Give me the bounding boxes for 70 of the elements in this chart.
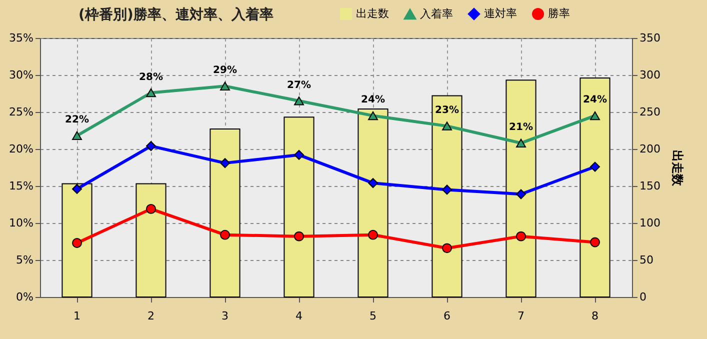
legend-label: 連対率 (484, 7, 517, 20)
y2-tick-label: 0 (640, 290, 646, 304)
data-label: 22% (65, 114, 89, 126)
data-label: 23% (435, 105, 459, 116)
bar (62, 183, 92, 298)
point (146, 88, 156, 98)
data-label: 27% (287, 80, 311, 91)
point (442, 184, 452, 195)
y2-axis-title: 出走数 (670, 150, 684, 187)
point (220, 158, 230, 168)
point (442, 243, 452, 254)
point (146, 204, 156, 214)
bar (136, 183, 166, 298)
point (294, 150, 304, 160)
point (516, 231, 526, 242)
data-label: 24% (583, 94, 607, 106)
chart-title: (枠番別)勝率、連対率、入着率 (78, 6, 274, 23)
data-label: 21% (509, 122, 533, 134)
point (442, 122, 452, 130)
bar (506, 80, 536, 298)
x-tick-label: 2 (148, 310, 154, 322)
y2-tick-label: 200 (640, 142, 660, 156)
y2-tick-label: 50 (640, 254, 654, 266)
x-tick-label: 1 (74, 310, 80, 322)
y2-tick-label: 350 (640, 32, 660, 44)
point (72, 238, 82, 248)
point (590, 237, 600, 248)
y-tick-label: 30% (9, 68, 34, 82)
point (220, 82, 230, 90)
legend-label: 入着率 (420, 7, 453, 20)
bar (358, 108, 388, 298)
y2-tick-label: 150 (640, 180, 660, 192)
x-tick-label: 6 (444, 310, 450, 322)
y-tick-label: 20% (9, 142, 34, 156)
point (72, 131, 82, 140)
point (368, 111, 378, 120)
bar (580, 77, 610, 298)
data-label: 28% (139, 72, 163, 83)
y-tick-label: 5% (16, 254, 34, 266)
y2-tick-label: 100 (640, 216, 660, 230)
y-tick-label: 15% (9, 180, 34, 192)
legend-label: 出走数 (356, 7, 389, 20)
y-tick-label: 10% (9, 216, 34, 230)
y-tick-label: 35% (9, 32, 34, 44)
x-tick-label: 4 (296, 310, 302, 322)
data-label: 29% (213, 65, 237, 76)
point (516, 189, 526, 200)
y-tick-label: 25% (9, 106, 34, 118)
point (72, 184, 82, 194)
point (516, 138, 526, 148)
point (294, 231, 304, 242)
y-tick-label: 0% (16, 290, 34, 304)
bar (210, 128, 240, 298)
point (368, 178, 378, 188)
bar (432, 95, 462, 298)
point (146, 141, 156, 152)
point (590, 162, 600, 172)
point (590, 111, 600, 120)
x-tick-label: 8 (592, 310, 598, 322)
bar (284, 116, 314, 298)
x-tick-label: 3 (222, 310, 228, 322)
y2-tick-label: 250 (640, 106, 660, 118)
data-label: 24% (361, 94, 385, 106)
point (294, 96, 304, 106)
x-tick-label: 7 (518, 310, 524, 322)
x-tick-label: 5 (370, 310, 376, 322)
point (220, 230, 230, 240)
y2-tick-label: 300 (640, 68, 660, 82)
legend-label: 勝率 (548, 7, 570, 20)
point (368, 230, 378, 240)
